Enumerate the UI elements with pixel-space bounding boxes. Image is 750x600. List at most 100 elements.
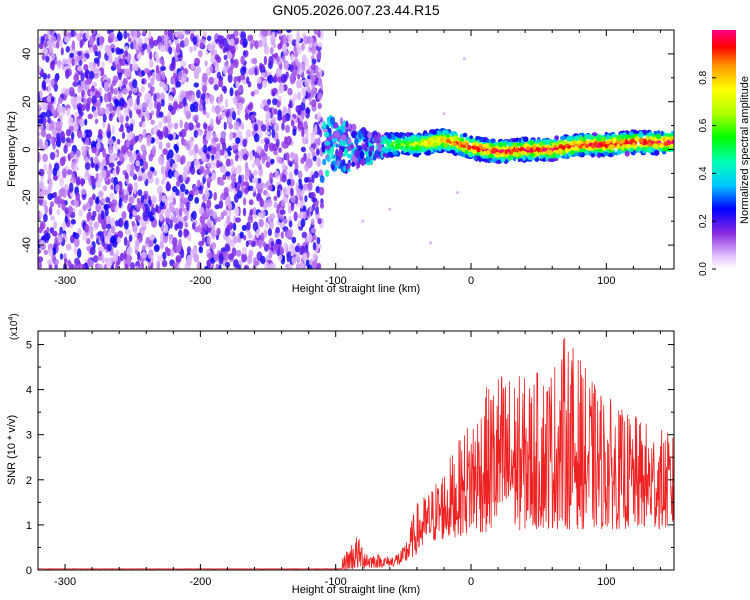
spectrogram-noise-dot	[240, 31, 247, 41]
spectrogram-noise-dot	[210, 172, 217, 181]
spectrogram-noise-dot	[183, 138, 187, 147]
spectrogram-noise-dot	[194, 143, 199, 154]
spectrogram-noise-dot	[54, 236, 58, 245]
spectrogram-signal-dot	[493, 142, 498, 146]
spectrogram-noise-dot	[317, 262, 322, 269]
spectrogram-noise-dot	[115, 184, 120, 192]
spectrogram-noise-dot	[111, 79, 117, 87]
spectrogram-onset-dot	[323, 131, 330, 138]
spectrogram-noise-dot	[91, 215, 96, 221]
spectrogram-noise-dot	[113, 87, 119, 96]
snr-panel: -300 -200 -100 0 100 0 1 2 3 4 5 Height of straig…	[6, 313, 675, 596]
spectrogram-noise-dot	[295, 254, 301, 262]
spectrogram-noise-dot	[47, 243, 53, 249]
spectrogram-noise-dot	[135, 214, 141, 221]
spectrogram-noise-dot	[301, 42, 305, 51]
spectrogram-noise-dot	[230, 166, 237, 176]
spectrogram-noise-dot	[304, 177, 309, 183]
spectrogram-signal-dot	[643, 138, 647, 145]
spectrogram-noise-dot	[318, 186, 325, 196]
spectrogram-noise-dot	[289, 243, 296, 254]
spectrogram-noise-dot	[43, 163, 48, 172]
spectrogram-noise-dot	[57, 97, 63, 104]
spectrogram-signal-dot	[386, 132, 391, 139]
spectrogram-signal-dot	[398, 133, 404, 137]
spectrogram-noise-dot	[71, 58, 76, 66]
spectrogram-noise-dot	[186, 201, 190, 212]
spectrogram-noise-dot	[310, 191, 316, 199]
spectrogram-noise-dot	[160, 44, 166, 53]
spectrogram-noise-dot	[270, 241, 275, 247]
spectrogram-noise-dot	[80, 72, 85, 82]
spectrogram-noise-dot	[180, 155, 186, 165]
spectrogram-noise-dot	[192, 185, 198, 193]
spectrogram-noise-dot	[75, 94, 82, 104]
spectrogram-noise-dot	[70, 30, 75, 38]
spectrogram-noise-dot	[156, 130, 162, 138]
chart-title: GN05.2026.007.23.44.R15	[272, 2, 440, 18]
spectrogram-onset-dot	[367, 132, 372, 139]
spectrogram-noise-dot	[136, 95, 140, 106]
spectrogram-noise-dot	[171, 76, 177, 85]
spectrogram-noise-dot	[291, 236, 297, 244]
spectrogram-noise-dot	[270, 46, 274, 55]
spectrogram-noise-dot	[193, 130, 198, 138]
spectrogram-noise-dot	[128, 234, 133, 242]
spectrogram-noise-dot	[300, 101, 306, 111]
spectrogram-noise-dot	[286, 178, 291, 186]
spectrogram-noise-dot	[245, 129, 252, 138]
spectrogram-noise-dot	[75, 192, 81, 201]
spectrogram-signal-dot	[427, 149, 431, 156]
spectrogram-noise-dot	[155, 177, 160, 186]
spectrogram-onset-dot	[340, 134, 347, 141]
spectrogram-noise-dot	[123, 30, 128, 40]
spectrogram-noise-dot	[309, 100, 315, 106]
spectrogram-noise-dot	[269, 172, 274, 182]
spectrogram-noise-dot	[211, 146, 217, 155]
spectrogram-noise-dot	[238, 150, 243, 158]
spectrogram-noise-dot	[59, 253, 64, 260]
spectrogram-noise-dot	[185, 259, 192, 267]
spectrogram-noise-dot	[88, 46, 94, 54]
spectrogram-noise-dot	[93, 72, 99, 79]
spectrogram-noise-dot	[93, 255, 99, 263]
spectrogram-noise-dot	[65, 69, 70, 79]
spectrogram-signal-dot	[449, 136, 455, 141]
spectrogram-signal-dot	[507, 142, 513, 147]
spectrogram-signal-dot	[545, 139, 550, 145]
spectrogram-noise-dot	[80, 145, 87, 152]
spectrogram-noise-dot	[152, 170, 158, 176]
spectrogram-signal-dot	[381, 147, 386, 151]
spectrogram-noise-dot	[233, 235, 238, 244]
spectrogram-noise-dot	[160, 178, 166, 185]
spectrogram-signal-dot	[638, 130, 643, 136]
spectrogram-signal-dot	[476, 147, 481, 153]
spectrogram-noise-dot	[259, 103, 265, 110]
x-tick-label: 0	[468, 576, 474, 588]
spectrogram-noise-dot	[153, 244, 160, 253]
spectrogram-noise-dot	[92, 67, 99, 73]
spectrogram-signal-dot	[632, 142, 636, 147]
spectrogram-noise-dot	[162, 148, 169, 155]
spectrogram-noise-dot	[38, 260, 42, 269]
spectrogram-noise-dot	[236, 94, 242, 101]
spectrogram-noise-dot	[39, 179, 44, 190]
spectrogram-noise-dot	[266, 156, 271, 163]
spectrogram-noise-dot	[51, 62, 55, 71]
spectrogram-noise-dot	[113, 176, 118, 187]
spectrogram-noise-dot	[194, 159, 201, 169]
spectrogram-noise-dot	[95, 163, 99, 172]
spectrogram-noise-dot	[266, 198, 273, 208]
spectrogram-noise-dot	[95, 203, 101, 213]
spectrogram-onset-dot	[339, 139, 344, 147]
spectrogram-noise-dot	[235, 217, 241, 223]
spectrogram-noise-dot	[242, 207, 247, 217]
spectrogram-noise-dot	[217, 34, 224, 45]
spectrogram-noise-dot	[306, 85, 311, 93]
spectrogram-noise-dot	[179, 119, 183, 129]
spectrogram-noise-dot	[144, 93, 149, 104]
spectrogram-noise-dot	[264, 138, 270, 145]
top-x-axis-label: Height of straight line (km)	[292, 283, 420, 295]
spectrogram-noise-dot	[282, 186, 287, 196]
spectrogram-noise-dot	[82, 204, 87, 212]
